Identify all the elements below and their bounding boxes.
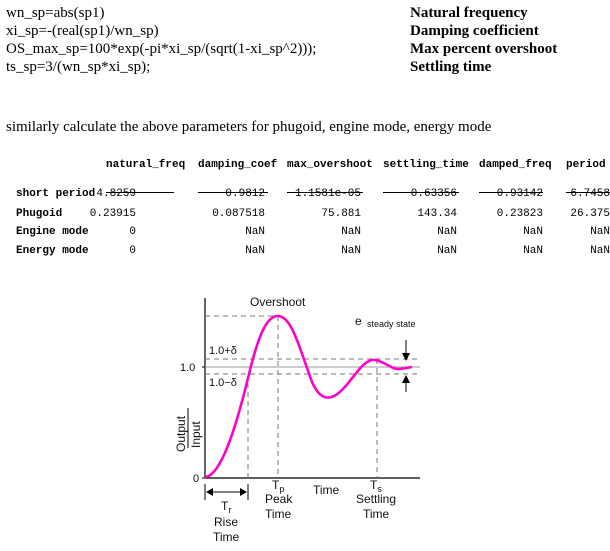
table-cell: 143.34	[417, 208, 457, 220]
peak-label: Peak	[265, 492, 293, 506]
table-cell: 0.23915	[89, 208, 136, 220]
rise-arrowhead	[240, 488, 247, 496]
error-arrowhead	[402, 375, 410, 383]
e-symbol: e	[355, 314, 362, 328]
table-cell: 26.375	[570, 208, 610, 220]
row-label-short-period: short period	[16, 188, 96, 200]
settling-time-label: Time	[363, 507, 390, 521]
header-max-overshoot: max_overshoot	[287, 159, 373, 171]
code-line-max-overshoot: OS_max_sp=100*exp(-pi*xi_sp/(sqrt(1-xi_s…	[6, 41, 317, 57]
settling-label: Settling	[356, 492, 396, 506]
header-settling-time: settling_time	[383, 159, 469, 171]
y-axis-output-label: Output	[174, 415, 188, 452]
response-curve	[204, 314, 413, 479]
desc-max-overshoot: Max percent overshoot	[410, 41, 558, 57]
table-cell: NaN	[245, 226, 265, 238]
steady-state-subscript: steady state	[367, 319, 416, 329]
table-cell: 6.7458	[570, 188, 610, 200]
peak-time-label: Time	[265, 507, 292, 521]
header-underline	[479, 192, 543, 193]
table-cell: 1.1581e-05	[294, 188, 361, 200]
settling-time-symbol: Ts	[370, 478, 382, 494]
desc-natural-frequency: Natural frequency	[410, 5, 528, 21]
header-underline	[198, 192, 268, 193]
table-cell: NaN	[523, 226, 543, 238]
header-natural-freq: natural_freq	[106, 159, 186, 171]
rise-label: Rise	[214, 515, 238, 529]
table-cell: 0	[129, 226, 136, 238]
overshoot-label: Overshoot	[250, 295, 306, 309]
table-cell: NaN	[590, 245, 610, 257]
table-cell: 0.63356	[410, 188, 457, 200]
table-cell: NaN	[341, 245, 361, 257]
table-cell: 0.23823	[496, 208, 543, 220]
instruction-note: similarly calculate the above parameters…	[6, 119, 492, 135]
y-label-one: 1.0	[180, 362, 195, 374]
table-cell: NaN	[590, 226, 610, 238]
desc-settling-time: Settling time	[410, 59, 492, 75]
desc-damping-coefficient: Damping coefficient	[410, 23, 539, 39]
table-cell: 0.087518	[212, 208, 265, 220]
table-cell: 0	[129, 245, 136, 257]
code-line-damping-coefficient: xi_sp=-(real(sp1)/wn_sp)	[6, 23, 159, 39]
header-damping-coef: damping_coef	[198, 159, 278, 171]
row-label-energy-mode: Energy mode	[16, 245, 89, 257]
upper-band-label: 1.0+δ	[209, 345, 237, 357]
table-cell: NaN	[437, 226, 457, 238]
table-cell: 0.93142	[496, 188, 543, 200]
row-label-phugoid: Phugoid	[16, 208, 63, 220]
step-response-diagram: Overshoot e steady state 1.0+δ 1.0 1.0−δ…	[174, 295, 420, 544]
rise-time-label: Time	[213, 530, 240, 544]
table-cell: 0.9812	[225, 188, 265, 200]
table-cell: 4.8259	[96, 188, 136, 200]
header-damped-freq: damped_freq	[479, 159, 552, 171]
table-cell: NaN	[437, 245, 457, 257]
rise-arrowhead	[206, 488, 213, 496]
code-line-natural-frequency: wn_sp=abs(sp1)	[6, 5, 105, 21]
header-period: period	[566, 159, 606, 171]
steady-state-error-label: e steady state	[355, 314, 416, 329]
y-axis-input-label: Input	[189, 421, 203, 448]
header-underline	[566, 192, 610, 193]
peak-time-symbol: Tp	[272, 478, 284, 494]
lower-band-label: 1.0−δ	[209, 377, 237, 389]
code-line-settling-time: ts_sp=3/(wn_sp*xi_sp);	[6, 59, 151, 75]
table-cell: NaN	[245, 245, 265, 257]
rise-time-symbol: Tr	[221, 499, 231, 515]
error-arrowhead	[402, 353, 410, 361]
y-label-zero: 0	[193, 473, 199, 485]
header-underline	[287, 192, 363, 193]
header-underline	[383, 192, 459, 193]
x-axis-time-label: Time	[313, 483, 340, 497]
header-underline	[106, 192, 174, 193]
table-cell: 75.881	[321, 208, 361, 220]
table-cell: NaN	[341, 226, 361, 238]
row-label-engine-mode: Engine mode	[16, 226, 89, 238]
table-cell: NaN	[523, 245, 543, 257]
